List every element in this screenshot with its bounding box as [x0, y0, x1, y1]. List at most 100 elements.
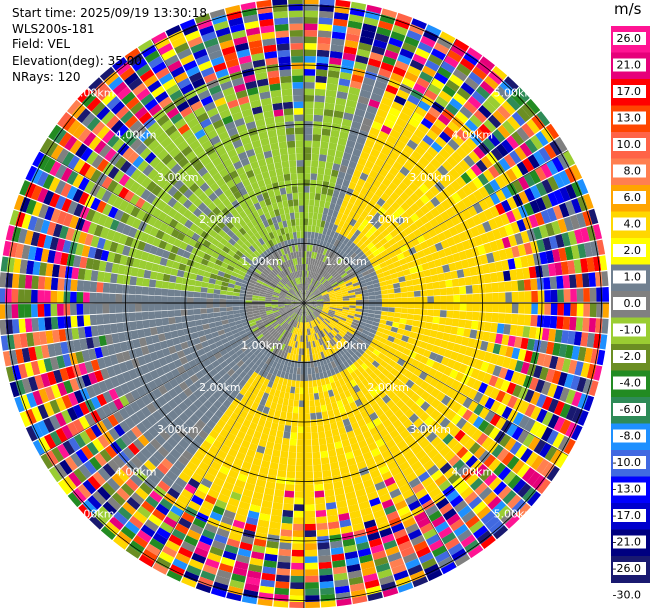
ray-gate [309, 321, 312, 329]
ray-gate [497, 105, 511, 120]
ray-gate [50, 316, 59, 330]
ray-gate [271, 361, 278, 369]
ray-gate [343, 485, 355, 494]
ray-gate [405, 356, 414, 365]
ray-gate [565, 405, 578, 421]
ray-gate [470, 163, 483, 177]
ray-gate [402, 552, 418, 564]
ray-gate [330, 260, 337, 268]
ray-gate [464, 137, 478, 151]
ray-gate [589, 303, 597, 318]
ray-gate [363, 573, 378, 583]
ray-gate [464, 76, 479, 91]
ray-gate [377, 372, 387, 381]
ray-gate [304, 298, 309, 303]
ray-gate [298, 419, 304, 427]
ray-gate [375, 408, 385, 418]
ray-gate [162, 545, 178, 558]
ray-gate [478, 407, 490, 420]
ray-gate [527, 471, 541, 487]
ray-gate [528, 214, 539, 228]
ray-gate [306, 308, 310, 316]
ray-gate [415, 449, 427, 461]
ray-gate [274, 436, 283, 445]
ray-gate [265, 547, 279, 556]
ray-gate [317, 316, 324, 322]
ray-gate [437, 273, 446, 282]
ray-gate [435, 497, 450, 510]
ray-gate [308, 284, 311, 291]
ray-gate [470, 275, 479, 285]
ray-gate [335, 292, 343, 297]
ray-gate [361, 309, 369, 313]
ray-gate [377, 152, 388, 162]
ray-gate [297, 321, 300, 329]
ray-gate [338, 406, 346, 415]
ray-gate [252, 303, 259, 306]
ray-gate [564, 344, 574, 359]
ray-gate [304, 452, 313, 459]
ray-gate [332, 559, 346, 568]
ray-gate [553, 416, 566, 432]
ray-gate [408, 477, 421, 489]
ray-gate [290, 432, 298, 440]
ray-gate [419, 283, 427, 291]
ray-gate [307, 277, 310, 284]
ray-gate [389, 268, 397, 275]
ray-gate [349, 297, 356, 301]
ray-gate [435, 457, 448, 470]
ray-gate [466, 303, 473, 312]
ray-gate [388, 298, 396, 303]
ray-gate [322, 350, 328, 358]
ray-gate [400, 201, 410, 212]
ray-gate [571, 181, 583, 198]
ray-gate [495, 202, 506, 215]
ray-gate [390, 72, 404, 83]
ray-gate [318, 160, 326, 169]
ray-gate [440, 384, 451, 395]
ray-gate [342, 353, 349, 361]
ray-gate [348, 387, 356, 396]
ray-gate [347, 329, 355, 335]
ray-gate [323, 305, 330, 307]
ray-gate [230, 442, 241, 452]
ray-gate [577, 393, 589, 409]
ray-gate [232, 295, 240, 300]
ray-gate [498, 344, 508, 356]
ray-gate [320, 269, 326, 276]
ray-gate [361, 370, 370, 379]
ray-gate [315, 503, 326, 511]
ray-gate [292, 406, 299, 414]
ray-gate [260, 506, 272, 515]
ray-gate [365, 222, 374, 231]
ray-gate [386, 372, 395, 381]
ray-gate [325, 264, 331, 272]
ray-gate [207, 288, 215, 294]
ray-gate [267, 380, 274, 388]
ray-gate [202, 564, 218, 575]
ray-gate [561, 358, 571, 373]
ray-gate [528, 377, 539, 391]
ray-gate [470, 226, 480, 238]
ray-gate [346, 366, 354, 374]
ray-gate [336, 357, 343, 365]
ray-gate [364, 323, 372, 329]
ray-gate [312, 312, 318, 318]
ray-gate [183, 570, 200, 583]
ray-gate [308, 374, 313, 381]
ray-gate [457, 394, 468, 405]
ray-gate [345, 33, 360, 43]
ray-gate [420, 401, 431, 412]
ray-gate [427, 260, 436, 269]
ray-gate [512, 412, 525, 426]
ray-gate [503, 270, 511, 282]
ray-gate [317, 43, 331, 51]
ray-gate [486, 95, 501, 110]
ray-gate [368, 291, 376, 296]
ray-gate [376, 108, 388, 119]
ray-gate [548, 235, 559, 250]
ray-gate [282, 330, 288, 337]
ray-gate [571, 198, 582, 214]
ray-gate [488, 165, 500, 179]
ray-gate [453, 38, 470, 52]
